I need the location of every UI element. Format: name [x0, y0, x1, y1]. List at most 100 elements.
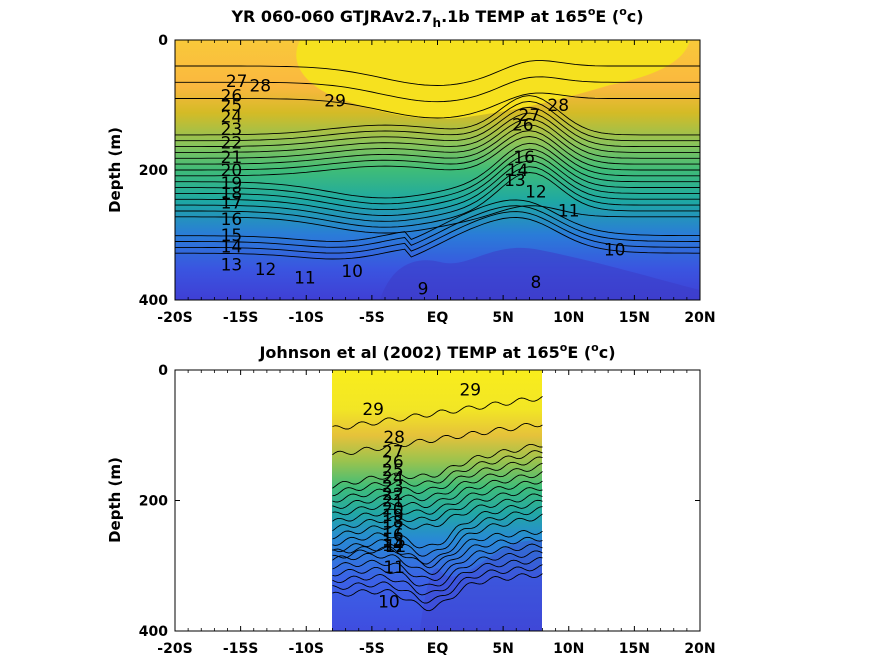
contour-line-9	[175, 211, 700, 254]
x-tick-label: -10S	[289, 641, 324, 656]
contour-label-19: 19	[221, 174, 243, 194]
contour-label-26: 26	[221, 86, 243, 106]
contour-label-8: 8	[531, 273, 542, 293]
y-tick-label: 200	[139, 494, 168, 510]
contour-line-28	[332, 422, 543, 456]
y-tick-label: 400	[139, 624, 168, 640]
contour-label-11: 11	[558, 201, 580, 221]
contour-label-27: 27	[519, 106, 541, 126]
contour-line-10	[175, 205, 700, 248]
contour-line-23	[332, 471, 543, 516]
chart-title-text: YR 060-060 GTJRAv2.7h.1b TEMP at 165oE (…	[230, 5, 643, 30]
contour-label-17: 17	[382, 519, 404, 539]
contour-label-10: 10	[378, 593, 400, 613]
y-axis-label: Depth (m)	[106, 457, 124, 543]
panel-model-temperature: YR 060-060 GTJRAv2.7h.1b TEMP at 165oE (…	[106, 5, 716, 326]
contour-label-16: 16	[221, 210, 243, 230]
y-axis-label: Depth (m)	[106, 127, 124, 213]
y-tick-label: 0	[158, 363, 168, 379]
contour-label-27: 27	[382, 443, 404, 463]
contour-line-19	[175, 136, 700, 177]
contour-lines	[175, 60, 700, 260]
contour-labels: 29 29 282726252423222120191817161514131211…	[362, 381, 481, 613]
x-tick-label: 10N	[553, 641, 584, 656]
y-axis: 0 200 400	[139, 363, 700, 640]
contour-line-18	[332, 506, 543, 557]
contour-label-12: 12	[525, 182, 547, 202]
x-tick-label: -5S	[359, 641, 385, 656]
contour-line-8	[175, 216, 700, 260]
x-tick-label: -20S	[157, 641, 192, 656]
x-tick-label: 5N	[492, 310, 513, 326]
x-tick-label: EQ	[427, 310, 449, 326]
contour-line-25	[175, 100, 700, 142]
contour-label-22: 22	[221, 134, 243, 154]
contour-line-29	[175, 60, 700, 86]
contour-label-24: 24	[221, 108, 243, 128]
contour-line-13	[175, 172, 700, 228]
contour-line-14	[175, 166, 700, 222]
contour-line-28	[175, 76, 700, 103]
temperature-field	[175, 40, 700, 300]
contour-line-26	[332, 450, 543, 497]
y-tick-label: 200	[139, 163, 168, 179]
contour-line-22	[332, 480, 543, 522]
contour-line-26	[175, 95, 700, 136]
contour-line-16	[332, 530, 543, 569]
x-tick-label: 20N	[684, 310, 715, 326]
deep-trough	[420, 540, 542, 631]
contour-label-13: 13	[221, 255, 243, 275]
contour-label-29: 29	[324, 91, 346, 111]
contour-label-14: 14	[221, 238, 243, 258]
contour-label-18: 18	[382, 512, 404, 532]
contour-line-20	[175, 130, 700, 171]
contour-label-28: 28	[383, 428, 405, 448]
contour-label-11: 11	[383, 558, 405, 578]
x-tick-label: 20N	[684, 641, 715, 656]
contour-label-20: 20	[382, 499, 404, 519]
contour-line-27	[332, 443, 543, 489]
contour-label-21: 21	[382, 492, 404, 512]
contour-label-12: 12	[385, 537, 407, 557]
x-tick-label: EQ	[427, 641, 449, 656]
contour-label-29: 29	[459, 381, 481, 401]
contour-label-19: 19	[382, 506, 404, 526]
contour-label-17: 17	[221, 194, 243, 214]
contour-line-10	[332, 573, 543, 612]
contour-line-11	[332, 564, 543, 604]
contour-label-15: 15	[382, 531, 404, 551]
contour-label-25: 25	[221, 96, 243, 116]
x-axis: -20S -15S -10S -5S EQ 5N 10N 15N 20N	[157, 40, 716, 326]
contour-label-9: 9	[418, 279, 429, 299]
contour-label-13: 13	[382, 532, 404, 552]
chart-title: YR 060-060 GTJRAv2.7h.1b TEMP at 165oE (…	[230, 5, 643, 30]
contour-label-13: 13	[504, 171, 526, 191]
contour-line-17	[332, 513, 543, 565]
contour-label-14: 14	[382, 536, 404, 556]
contour-label-15: 15	[221, 226, 243, 246]
contour-line-15	[175, 160, 700, 216]
contour-line-27	[175, 92, 700, 119]
x-tick-label: -15S	[223, 310, 258, 326]
x-tick-label: 5N	[492, 641, 513, 656]
x-tick-label: -10S	[289, 310, 324, 326]
y-tick-label: 400	[139, 293, 168, 309]
contour-line-13	[332, 550, 543, 587]
contour-label-23: 23	[382, 477, 404, 497]
contour-label-28: 28	[547, 96, 569, 116]
contour-line-12	[332, 557, 543, 596]
contour-label-21: 21	[221, 148, 243, 168]
contour-line-24	[175, 106, 700, 148]
contour-lines	[332, 396, 543, 612]
contour-label-10: 10	[341, 262, 363, 282]
contour-label-22: 22	[382, 485, 404, 505]
panel-observed-temperature: Johnson et al (2002) TEMP at 165oE (oc) …	[106, 341, 716, 656]
warm-pool	[296, 40, 690, 119]
chart-title-text: Johnson et al (2002) TEMP at 165oE (oc)	[258, 341, 615, 362]
x-tick-label: -15S	[223, 641, 258, 656]
contour-label-16: 16	[382, 525, 404, 545]
contour-label-11: 11	[294, 268, 316, 288]
contour-line-15	[332, 536, 543, 575]
contour-label-25: 25	[382, 461, 404, 481]
